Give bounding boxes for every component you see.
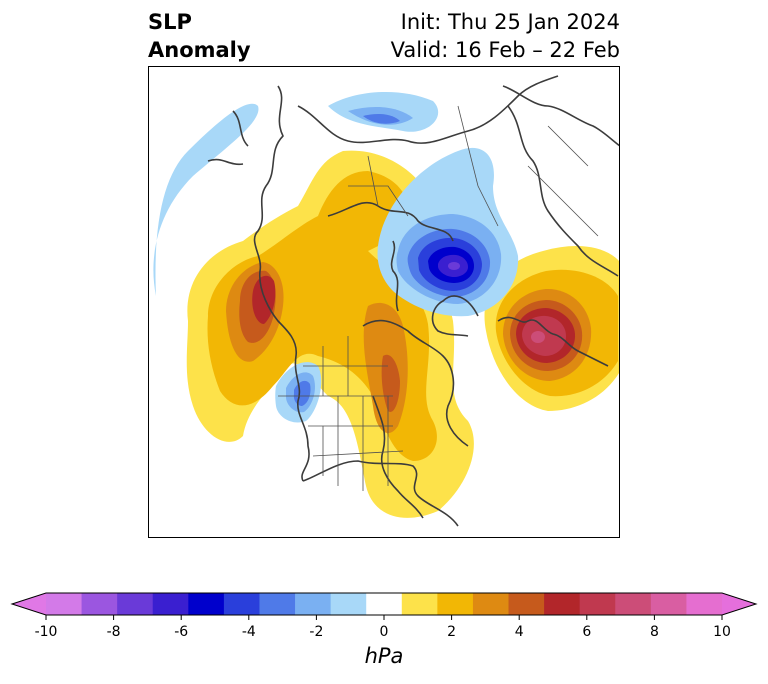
colorbar-segment xyxy=(46,593,83,615)
colorbar-tick-label: 6 xyxy=(582,624,591,640)
colorbar-segment xyxy=(437,593,474,615)
map-title-line2: Anomaly xyxy=(148,38,251,62)
map-title: SLP Anomaly xyxy=(148,8,251,64)
map-title-line1: SLP xyxy=(148,10,192,34)
colorbar-tick-label: 2 xyxy=(447,624,456,640)
colorbar-under-extension xyxy=(12,593,46,615)
colorbar: -10 -8 -6 -4 -2 0 2 4 6 8 10 xyxy=(10,592,758,640)
colorbar-tick-label: 10 xyxy=(713,624,731,640)
forecast-dates: Init: Thu 25 Jan 2024 Valid: 16 Feb – 22… xyxy=(391,8,620,64)
colorbar-tick-label: -2 xyxy=(309,624,323,640)
colorbar-tick-label: -4 xyxy=(242,624,256,640)
colorbar-segment xyxy=(366,593,403,615)
colorbar-segment xyxy=(686,593,723,615)
colorbar-segment xyxy=(650,593,687,615)
negative-anomaly-west-coast xyxy=(275,362,322,423)
colorbar-segment xyxy=(544,593,581,615)
colorbar-segment xyxy=(579,593,616,615)
slp-anomaly-map xyxy=(148,66,620,538)
colorbar-tick-label: 4 xyxy=(515,624,524,640)
political-borders xyxy=(278,105,599,491)
valid-date-label: Valid: 16 Feb – 22 Feb xyxy=(390,38,620,62)
colorbar-segment xyxy=(81,593,118,615)
colorbar-tick-label: -10 xyxy=(35,624,58,640)
colorbar-over-extension xyxy=(722,593,756,615)
negative-anomaly-pacific xyxy=(153,91,439,296)
colorbar-tick-label: -8 xyxy=(107,624,121,640)
colorbar-units-label: hPa xyxy=(364,644,404,668)
colorbar-segment xyxy=(259,593,296,615)
colorbar-segment xyxy=(117,593,154,615)
colorbar-segment xyxy=(295,593,332,615)
colorbar-segment xyxy=(188,593,225,615)
colorbar-segment xyxy=(615,593,652,615)
colorbar-segment xyxy=(401,593,438,615)
negative-anomaly-arctic xyxy=(377,147,519,317)
colorbar-segment xyxy=(223,593,260,615)
positive-anomaly-north-america xyxy=(186,150,474,518)
init-date-label: Init: Thu 25 Jan 2024 xyxy=(400,10,620,34)
colorbar-segment xyxy=(472,593,510,615)
colorbar-tick-label: 0 xyxy=(380,624,389,640)
colorbar-segment xyxy=(330,593,367,615)
colorbar-tick-label: -6 xyxy=(174,624,188,640)
positive-anomaly-siberia xyxy=(484,246,620,411)
coastlines xyxy=(207,75,620,527)
colorbar-segment xyxy=(152,593,189,615)
colorbar-tick-label: 8 xyxy=(650,624,659,640)
colorbar-segment xyxy=(508,593,545,615)
